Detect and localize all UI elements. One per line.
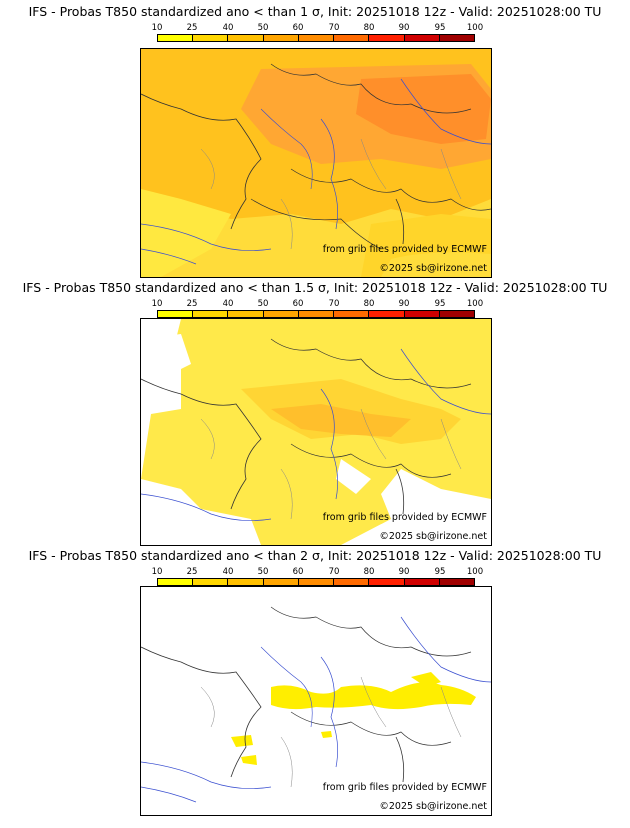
scale-swatch <box>193 579 229 585</box>
scale-swatch <box>228 579 264 585</box>
scale-swatch <box>369 579 405 585</box>
scale-swatch <box>334 579 370 585</box>
probability-color-scale: 10 25 40 50 60 70 80 90 95 100 <box>152 567 484 593</box>
scale-label: 70 <box>328 567 340 577</box>
scale-label: 50 <box>257 23 269 33</box>
scale-label: 90 <box>398 299 410 309</box>
scale-label: 60 <box>292 567 304 577</box>
scale-swatch <box>404 579 440 585</box>
scale-label: 100 <box>466 299 484 309</box>
scale-label: 40 <box>222 299 234 309</box>
map-canvas <box>141 49 491 277</box>
scale-swatch <box>158 311 194 317</box>
scale-label: 50 <box>257 567 269 577</box>
scale-swatch <box>228 35 264 41</box>
scale-label: 95 <box>434 567 446 577</box>
scale-labels: 10 25 40 50 60 70 80 90 95 100 <box>152 567 484 577</box>
scale-swatch <box>334 311 370 317</box>
scale-swatch <box>439 579 474 585</box>
scale-label: 80 <box>363 23 375 33</box>
scale-label: 60 <box>292 299 304 309</box>
scale-label: 25 <box>186 23 198 33</box>
scale-label: 25 <box>186 567 198 577</box>
scale-label: 80 <box>363 567 375 577</box>
scale-label: 100 <box>466 567 484 577</box>
scale-swatch <box>193 311 229 317</box>
scale-swatch <box>404 35 440 41</box>
scale-label: 40 <box>222 23 234 33</box>
copyright-credit: ©2025 sb@irizone.net <box>379 801 487 812</box>
scale-labels: 10 25 40 50 60 70 80 90 95 100 <box>152 299 484 309</box>
source-credit: from grib files provided by ECMWF <box>322 782 487 793</box>
scale-labels: 10 25 40 50 60 70 80 90 95 100 <box>152 23 484 33</box>
probability-map: from grib files provided by ECMWF ©2025 … <box>140 318 492 546</box>
probability-map: from grib files provided by ECMWF ©2025 … <box>140 48 492 278</box>
source-credit: from grib files provided by ECMWF <box>322 244 487 255</box>
scale-swatch <box>298 311 335 317</box>
scale-swatch <box>369 35 405 41</box>
scale-swatch <box>439 311 474 317</box>
copyright-credit: ©2025 sb@irizone.net <box>379 531 487 542</box>
scale-swatch <box>263 579 299 585</box>
map-panel-1: IFS - Probas T850 standardized ano < tha… <box>0 4 630 278</box>
scale-swatch <box>228 311 264 317</box>
probability-color-scale: 10 25 40 50 60 70 80 90 95 100 <box>152 299 484 325</box>
scale-label: 10 <box>151 299 163 309</box>
scale-bar <box>157 310 475 318</box>
scale-swatch <box>334 35 370 41</box>
scale-bar <box>157 34 475 42</box>
panel-title: IFS - Probas T850 standardized ano < tha… <box>22 280 608 295</box>
panel-title: IFS - Probas T850 standardized ano < tha… <box>28 548 602 563</box>
scale-swatch <box>193 35 229 41</box>
copyright-credit: ©2025 sb@irizone.net <box>379 263 487 274</box>
scale-label: 100 <box>466 23 484 33</box>
map-panel-2: IFS - Probas T850 standardized ano < tha… <box>0 280 630 548</box>
scale-label: 95 <box>434 299 446 309</box>
scale-label: 60 <box>292 23 304 33</box>
map-canvas <box>141 319 491 545</box>
scale-swatch <box>298 35 335 41</box>
scale-label: 25 <box>186 299 198 309</box>
scale-swatch <box>158 35 194 41</box>
scale-label: 50 <box>257 299 269 309</box>
scale-label: 70 <box>328 299 340 309</box>
probability-color-scale: 10 25 40 50 60 70 80 90 95 100 <box>152 23 484 49</box>
scale-swatch <box>404 311 440 317</box>
scale-label: 90 <box>398 23 410 33</box>
panel-title: IFS - Probas T850 standardized ano < tha… <box>28 4 602 19</box>
scale-label: 80 <box>363 299 375 309</box>
scale-swatch <box>298 579 335 585</box>
scale-label: 10 <box>151 567 163 577</box>
source-credit: from grib files provided by ECMWF <box>322 512 487 523</box>
probability-map: from grib files provided by ECMWF ©2025 … <box>140 586 492 816</box>
scale-swatch <box>439 35 474 41</box>
map-panel-3: IFS - Probas T850 standardized ano < tha… <box>0 548 630 820</box>
scale-swatch <box>263 35 299 41</box>
scale-swatch <box>263 311 299 317</box>
scale-label: 90 <box>398 567 410 577</box>
map-canvas <box>141 587 491 815</box>
scale-swatch <box>158 579 194 585</box>
scale-label: 10 <box>151 23 163 33</box>
scale-label: 40 <box>222 567 234 577</box>
scale-swatch <box>369 311 405 317</box>
scale-label: 70 <box>328 23 340 33</box>
scale-label: 95 <box>434 23 446 33</box>
scale-bar <box>157 578 475 586</box>
